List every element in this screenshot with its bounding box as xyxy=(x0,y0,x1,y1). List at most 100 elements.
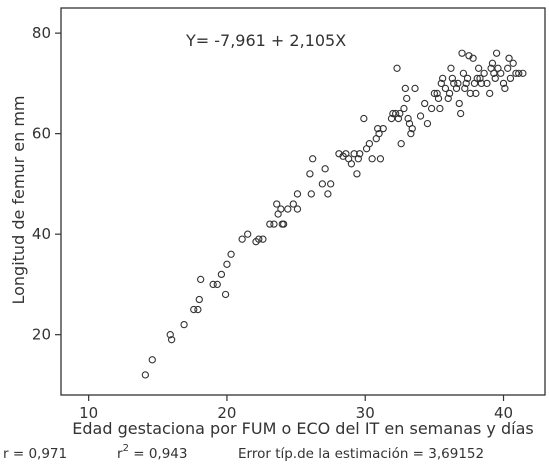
data-point xyxy=(433,89,441,98)
data-point xyxy=(411,84,419,93)
y-tick-label: 20 xyxy=(32,326,51,344)
data-point xyxy=(397,140,405,148)
data-point xyxy=(356,150,364,158)
data-point xyxy=(463,74,472,83)
data-point xyxy=(293,190,302,198)
data-point xyxy=(455,99,463,108)
data-point xyxy=(506,74,515,83)
data-point xyxy=(284,205,292,213)
data-point xyxy=(270,220,278,228)
data-point xyxy=(447,64,455,72)
x-axis-title: Edad gestaciona por FUM o ECO del IT en … xyxy=(72,419,533,438)
data-point xyxy=(353,170,361,178)
x-axis-ticks: 10 20 30 40 xyxy=(79,395,513,422)
r-squared-prefix: r xyxy=(117,446,123,462)
data-point xyxy=(194,305,202,314)
data-point xyxy=(217,270,226,279)
data-point xyxy=(445,89,454,98)
data-point xyxy=(456,109,465,118)
data-point xyxy=(396,109,404,118)
data-point xyxy=(492,49,501,57)
data-point xyxy=(501,84,509,93)
data-point xyxy=(416,112,425,120)
data-point xyxy=(279,220,288,228)
data-point xyxy=(401,84,409,93)
data-point xyxy=(354,155,362,163)
data-point xyxy=(519,69,527,77)
data-point xyxy=(221,290,230,299)
data-point xyxy=(266,220,274,228)
y-tick-label: 60 xyxy=(32,125,51,143)
data-point xyxy=(238,235,246,243)
data-point xyxy=(499,79,508,88)
data-point xyxy=(379,124,387,133)
data-point xyxy=(423,119,432,128)
data-point xyxy=(360,114,368,123)
data-point xyxy=(483,79,491,88)
data-point xyxy=(309,155,317,163)
data-point xyxy=(448,74,456,83)
data-point xyxy=(195,295,203,304)
data-point xyxy=(403,94,411,103)
data-point xyxy=(190,305,198,314)
data-point xyxy=(180,320,188,329)
data-point xyxy=(473,74,481,83)
data-point xyxy=(223,260,231,268)
data-points xyxy=(141,49,527,379)
plot-frame xyxy=(60,7,546,396)
data-point xyxy=(486,89,494,98)
data-point xyxy=(327,180,335,188)
data-point xyxy=(387,114,396,123)
data-point xyxy=(197,275,205,284)
data-point xyxy=(293,205,302,213)
data-point xyxy=(458,49,466,57)
data-point xyxy=(321,165,329,173)
data-point xyxy=(407,129,415,138)
data-point xyxy=(421,99,429,108)
data-point xyxy=(213,280,221,289)
data-point xyxy=(306,170,314,178)
data-point xyxy=(472,89,480,98)
data-point xyxy=(350,150,358,158)
r-statistic: r = 0,971 xyxy=(3,446,67,462)
data-point xyxy=(227,250,235,258)
x-tick-label: 10 xyxy=(79,404,98,422)
y-tick-label: 80 xyxy=(32,24,51,42)
data-point xyxy=(491,74,499,83)
standard-error-statistic: Error típ.de la estimación = 3,69152 xyxy=(238,446,484,462)
data-point xyxy=(376,155,385,163)
r-squared-superscript: 2 xyxy=(123,443,129,454)
data-point xyxy=(141,371,150,379)
data-point xyxy=(289,200,297,208)
data-point xyxy=(368,155,376,163)
data-point xyxy=(512,69,520,77)
data-point xyxy=(452,84,461,93)
data-point xyxy=(209,280,217,289)
data-point xyxy=(490,69,498,77)
data-point xyxy=(259,235,267,243)
data-point xyxy=(389,109,397,118)
x-tick-label: 40 xyxy=(494,404,513,422)
data-point xyxy=(477,79,486,88)
data-point xyxy=(393,64,401,72)
data-point xyxy=(277,205,285,213)
y-axis-ticks: 20 40 60 80 xyxy=(32,24,61,344)
data-point xyxy=(375,129,383,138)
data-point xyxy=(307,190,315,198)
data-point xyxy=(444,94,452,103)
y-tick-label: 40 xyxy=(32,225,51,243)
data-point xyxy=(324,190,332,198)
data-point xyxy=(347,160,356,168)
data-point xyxy=(167,336,176,344)
data-point xyxy=(400,104,408,113)
y-axis-title: Longitud de femur en mm xyxy=(9,95,28,304)
data-point xyxy=(255,235,263,243)
data-point xyxy=(273,200,281,208)
data-point xyxy=(436,104,444,113)
data-point xyxy=(474,64,483,72)
data-point xyxy=(166,331,174,339)
data-point xyxy=(480,69,488,77)
regression-equation: Y= -7,961 + 2,105X xyxy=(185,31,346,50)
data-point xyxy=(461,84,469,93)
r-squared-statistic: r2 = 0,943 xyxy=(117,443,187,462)
